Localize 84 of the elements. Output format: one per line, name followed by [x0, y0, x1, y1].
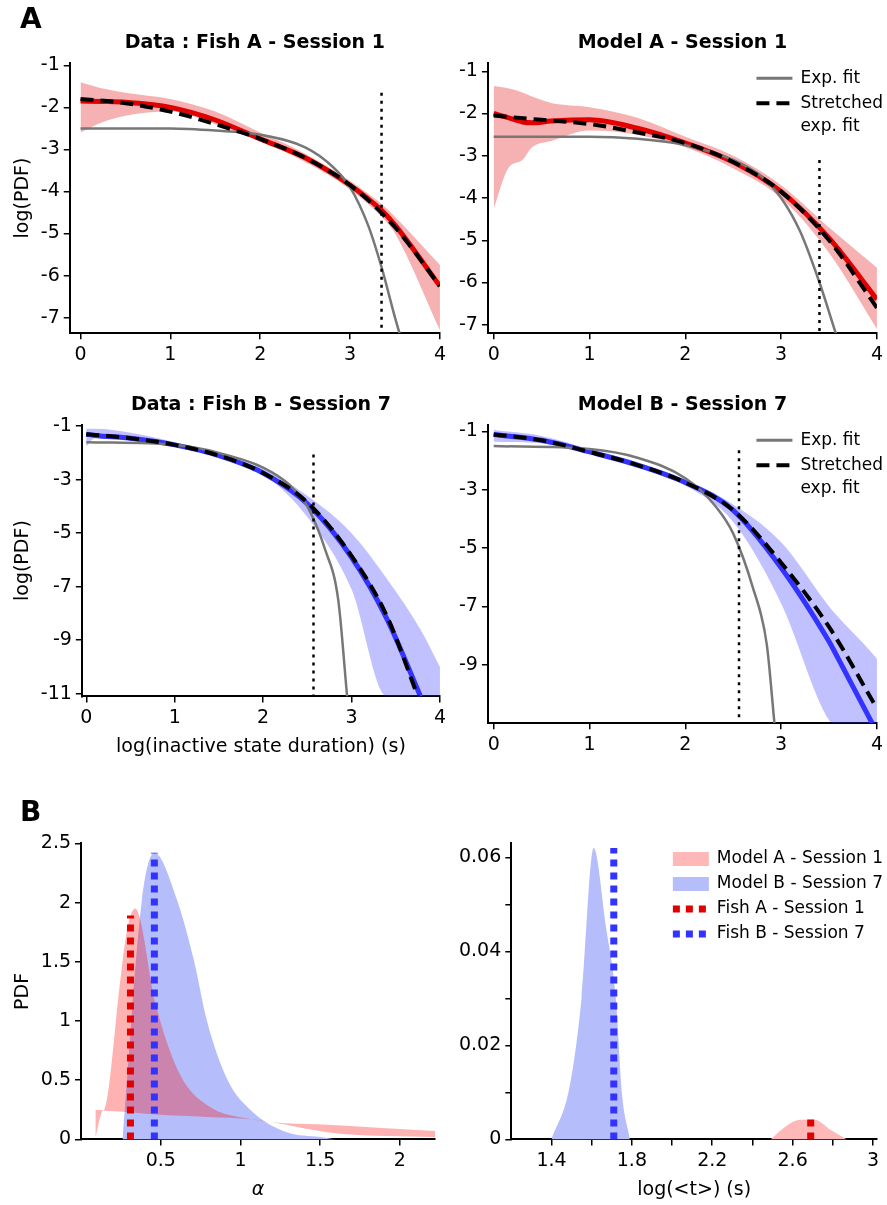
y-tick-label: 0 [489, 1126, 502, 1149]
y-tick-label: -9 [458, 651, 478, 674]
y-tick-label: 2.5 [40, 830, 72, 853]
y-tick-label: -5 [52, 520, 72, 543]
y-tick-label: 0.04 [458, 938, 502, 961]
legend-label: Model B - Session 7 [716, 872, 884, 893]
x-tick-label: 2 [679, 341, 692, 364]
legend-label: Fish B - Session 7 [716, 922, 865, 943]
x-tick-label: 1.8 [616, 1147, 647, 1170]
x-tick-label: 1 [168, 704, 181, 727]
x-tick-label: 4 [870, 341, 883, 364]
legend-label: Stretched exp. fit [800, 453, 884, 497]
chart-title: Data : Fish B - Session 7 [130, 392, 391, 415]
x-tick-label: 2 [254, 341, 267, 364]
x-tick-label: 2.2 [697, 1147, 728, 1170]
y-tick-label: -7 [458, 311, 478, 334]
legend-label: Exp. fit [800, 428, 861, 449]
x-tick-label: 3 [344, 341, 357, 364]
x-tick-label: 1 [583, 341, 596, 364]
x-tick-label: 0 [80, 704, 93, 727]
chart-title: Model B - Session 7 [577, 392, 788, 415]
x-tick-label: 4 [433, 704, 446, 727]
x-tick-label: 3 [345, 704, 358, 727]
x-axis-title: log(inactive state duration) (s) [116, 733, 406, 756]
x-tick-label: 2 [393, 1147, 406, 1170]
y-tick-label: -9 [52, 627, 72, 650]
x-tick-label: 1 [234, 1147, 247, 1170]
legend-label: Model A - Session 1 [716, 847, 883, 868]
chart-title: Model A - Session 1 [577, 30, 788, 53]
y-tick-label: -4 [458, 184, 478, 207]
x-tick-label: 1 [583, 731, 596, 754]
x-tick-label: 1.5 [305, 1147, 336, 1170]
y-tick-label: -2 [458, 100, 478, 123]
y-tick-label: -7 [40, 304, 60, 327]
y-tick-label: -3 [40, 136, 60, 159]
y-axis-title: log(PDF) [10, 520, 33, 602]
x-tick-label: 4 [433, 341, 446, 364]
y-tick-label: 0 [58, 1126, 72, 1149]
y-tick-label: -1 [458, 58, 478, 81]
y-tick-label: 2 [58, 889, 72, 912]
chart-title: Data : Fish A - Session 1 [124, 30, 385, 53]
x-tick-label: 3 [775, 731, 788, 754]
x-tick-label: 2.6 [777, 1147, 808, 1170]
y-tick-label: -1 [52, 413, 72, 436]
y-axis-title: PDF [10, 972, 33, 1010]
y-tick-label: -5 [40, 220, 60, 243]
y-tick-label: -6 [40, 262, 60, 285]
x-axis-title: α [251, 1176, 265, 1199]
x-tick-label: 4 [870, 731, 883, 754]
y-tick-label: 0.5 [40, 1067, 72, 1090]
x-tick-label: 0 [74, 341, 87, 364]
y-tick-label: -1 [458, 418, 478, 441]
x-tick-label: 1.4 [536, 1147, 567, 1170]
x-tick-label: 0.5 [145, 1147, 176, 1170]
y-tick-label: -3 [458, 476, 478, 499]
y-tick-label: -7 [52, 573, 72, 596]
y-tick-label: 1.5 [40, 948, 72, 971]
y-tick-label: 0.06 [458, 844, 502, 867]
y-tick-label: -7 [458, 593, 478, 616]
y-tick-label: -1 [40, 52, 60, 75]
y-tick-label: -11 [40, 680, 72, 703]
line-series [79, 127, 401, 334]
x-tick-label: 2 [257, 704, 270, 727]
y-tick-label: -5 [458, 535, 478, 558]
y-tick-label: -5 [458, 227, 478, 250]
x-axis-title: log(<t>) (s) [637, 1176, 752, 1199]
x-tick-label: 2 [679, 731, 692, 754]
y-tick-label: -2 [40, 94, 60, 117]
legend-label: Stretched exp. fit [800, 91, 884, 135]
y-tick-label: -3 [52, 466, 72, 489]
x-tick-label: 1 [164, 341, 177, 364]
line-series [492, 444, 776, 724]
y-tick-label: -3 [458, 142, 478, 165]
y-tick-label: -6 [458, 269, 478, 292]
text: B [20, 795, 42, 828]
y-tick-label: 0.02 [458, 1032, 502, 1055]
text: A [20, 2, 42, 35]
y-tick-label: -4 [40, 178, 60, 201]
y-axis-title: log(PDF) [10, 157, 33, 239]
x-tick-label: 3 [866, 1147, 880, 1170]
legend-label: Fish A - Session 1 [716, 897, 865, 918]
x-tick-label: 3 [775, 341, 788, 364]
legend-label: Exp. fit [800, 66, 861, 87]
y-tick-label: 1 [58, 1007, 72, 1030]
